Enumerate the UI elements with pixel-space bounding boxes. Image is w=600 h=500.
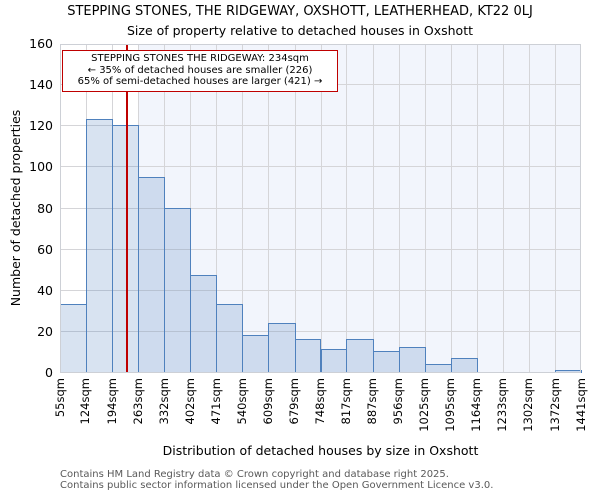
histogram-bar bbox=[346, 339, 374, 373]
annotation-smaller-pct: ← 35% of detached houses are smaller (22… bbox=[87, 64, 313, 76]
x-axis-title: Distribution of detached houses by size … bbox=[162, 443, 479, 458]
y-tick-label: 120 bbox=[29, 118, 53, 134]
x-tick-label: 471sqm bbox=[208, 378, 223, 425]
x-tick-label: 1441sqm bbox=[573, 378, 588, 432]
chart-title: STEPPING STONES, THE RIDGEWAY, OXSHOTT, … bbox=[67, 4, 533, 19]
y-tick-label: 40 bbox=[37, 282, 53, 298]
horizontal-gridline bbox=[60, 248, 581, 250]
x-tick-label: 1372sqm bbox=[547, 378, 562, 432]
y-tick-label: 0 bbox=[45, 365, 53, 380]
vertical-gridline bbox=[450, 44, 452, 373]
x-tick-label: 1095sqm bbox=[443, 378, 458, 432]
histogram-bar bbox=[60, 304, 87, 373]
vertical-gridline bbox=[268, 44, 270, 373]
histogram-bar bbox=[216, 304, 244, 373]
histogram-bar bbox=[138, 176, 166, 373]
vertical-gridline bbox=[424, 44, 426, 373]
vertical-gridline bbox=[502, 44, 504, 373]
horizontal-gridline bbox=[60, 125, 581, 127]
property-annotation-box: STEPPING STONES THE RIDGEWAY: 234sqm ← 3… bbox=[62, 50, 338, 92]
x-tick-label: 1233sqm bbox=[495, 378, 510, 432]
x-tick-label: 402sqm bbox=[182, 378, 197, 425]
vertical-gridline bbox=[580, 44, 581, 373]
annotation-property-size: STEPPING STONES THE RIDGEWAY: 234sqm bbox=[91, 53, 309, 64]
horizontal-gridline bbox=[60, 330, 581, 332]
annotation-larger-pct: 65% of semi-detached houses are larger (… bbox=[77, 76, 323, 87]
vertical-gridline bbox=[346, 44, 348, 373]
horizontal-gridline bbox=[60, 207, 581, 209]
horizontal-gridline bbox=[60, 44, 581, 45]
x-tick-label: 540sqm bbox=[234, 378, 249, 425]
vertical-gridline bbox=[372, 44, 374, 373]
x-tick-label: 263sqm bbox=[130, 378, 145, 425]
x-tick-label: 194sqm bbox=[104, 378, 119, 425]
vertical-gridline bbox=[216, 44, 218, 373]
x-tick-label: 748sqm bbox=[313, 378, 327, 425]
y-tick-label: 20 bbox=[37, 323, 53, 339]
vertical-gridline bbox=[242, 44, 244, 373]
property-size-marker-line bbox=[126, 44, 129, 373]
x-axis-line bbox=[60, 372, 581, 373]
vertical-gridline bbox=[294, 44, 296, 373]
histogram-bar bbox=[85, 119, 114, 373]
histogram-bar bbox=[190, 275, 218, 373]
vertical-gridline bbox=[555, 44, 557, 373]
footer-line-2: Contains public sector information licen… bbox=[60, 479, 494, 491]
horizontal-gridline bbox=[60, 166, 581, 168]
vertical-gridline bbox=[398, 44, 400, 373]
x-tick-label: 1025sqm bbox=[417, 378, 432, 432]
larger-houses-shaded-region bbox=[138, 44, 581, 373]
histogram-bar bbox=[164, 207, 192, 373]
histogram-bar bbox=[242, 335, 270, 373]
histogram-bar bbox=[372, 351, 400, 373]
horizontal-gridline bbox=[60, 289, 581, 291]
chart-subtitle: Size of property relative to detached ho… bbox=[126, 23, 474, 38]
y-tick-label: 160 bbox=[29, 36, 53, 51]
y-tick-label: 60 bbox=[37, 241, 53, 257]
x-tick-label: 55sqm bbox=[52, 378, 67, 418]
histogram-bar bbox=[450, 357, 478, 373]
histogram-bar bbox=[268, 322, 296, 373]
vertical-gridline bbox=[476, 44, 478, 373]
histogram-bar bbox=[294, 339, 322, 373]
vertical-gridline bbox=[528, 44, 530, 373]
footer-line-1: Contains HM Land Registry data © Crown c… bbox=[60, 469, 449, 480]
y-tick-label: 140 bbox=[29, 77, 53, 93]
histogram-bar bbox=[320, 349, 348, 373]
vertical-gridline bbox=[320, 44, 322, 373]
x-tick-label: 887sqm bbox=[365, 378, 380, 425]
y-tick-label: 100 bbox=[29, 159, 53, 175]
y-tick-label: 80 bbox=[37, 200, 53, 216]
license-footer: Contains HM Land Registry data © Crown c… bbox=[60, 469, 494, 491]
x-tick-label: 332sqm bbox=[156, 378, 171, 425]
x-tick-label: 124sqm bbox=[78, 378, 93, 425]
x-tick-label: 956sqm bbox=[391, 378, 406, 425]
x-tick-label: 679sqm bbox=[287, 378, 302, 425]
x-tick-label: 1164sqm bbox=[469, 378, 484, 432]
plot-area bbox=[60, 44, 582, 373]
histogram-bar bbox=[398, 347, 426, 373]
x-tick-label: 609sqm bbox=[260, 378, 275, 425]
x-tick-label: 817sqm bbox=[338, 378, 353, 425]
x-tick-label: 1302sqm bbox=[521, 378, 536, 432]
